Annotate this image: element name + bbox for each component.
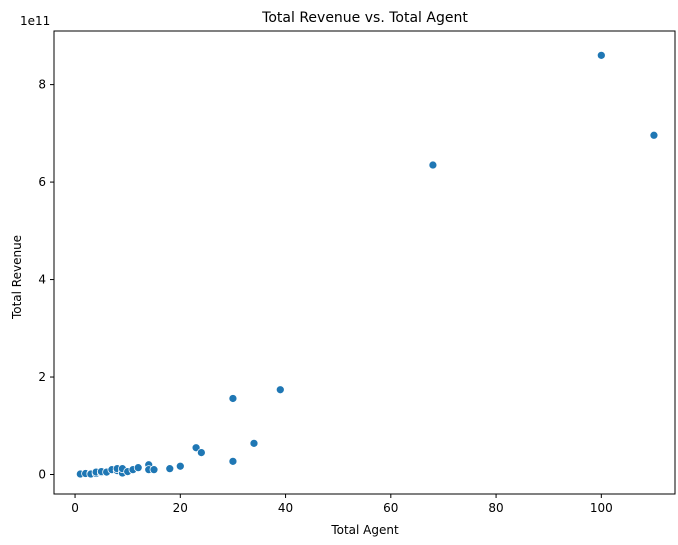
- x-tick-label: 20: [173, 501, 188, 515]
- x-tick-label: 60: [383, 501, 398, 515]
- scatter-point: [249, 438, 259, 448]
- axis-ticks: 0 20 40 60 80 100 0 2 4 6 8: [38, 78, 612, 515]
- scatter-point: [196, 448, 206, 457]
- scatter-point: [165, 464, 175, 474]
- chart-title: Total Revenue vs. Total Agent: [261, 10, 468, 26]
- x-tick-label: 0: [71, 501, 79, 515]
- y-axis-label: Total Revenue: [10, 235, 24, 320]
- scatter-point: [228, 394, 238, 403]
- y-tick-label: 0: [38, 468, 46, 482]
- scatter-point: [275, 385, 285, 395]
- x-tick-label: 100: [590, 501, 613, 515]
- scatter-point: [133, 463, 143, 473]
- scatter-point: [428, 160, 438, 170]
- x-axis-label: Total Agent: [330, 523, 399, 537]
- scatter-point: [596, 50, 606, 60]
- scatter-point: [649, 130, 659, 140]
- y-tick-label: 6: [38, 175, 46, 189]
- scatter-point: [228, 456, 238, 466]
- x-tick-label: 40: [278, 501, 293, 515]
- plot-frame: [53, 30, 676, 495]
- y-offset-label: 1e11: [20, 14, 50, 28]
- x-tick-label: 80: [488, 501, 503, 515]
- y-tick-label: 2: [38, 370, 46, 384]
- y-tick-label: 8: [38, 78, 46, 92]
- data-points: [75, 50, 659, 479]
- scatter-point: [149, 465, 159, 475]
- scatter-point: [175, 461, 185, 471]
- y-tick-label: 4: [38, 273, 46, 287]
